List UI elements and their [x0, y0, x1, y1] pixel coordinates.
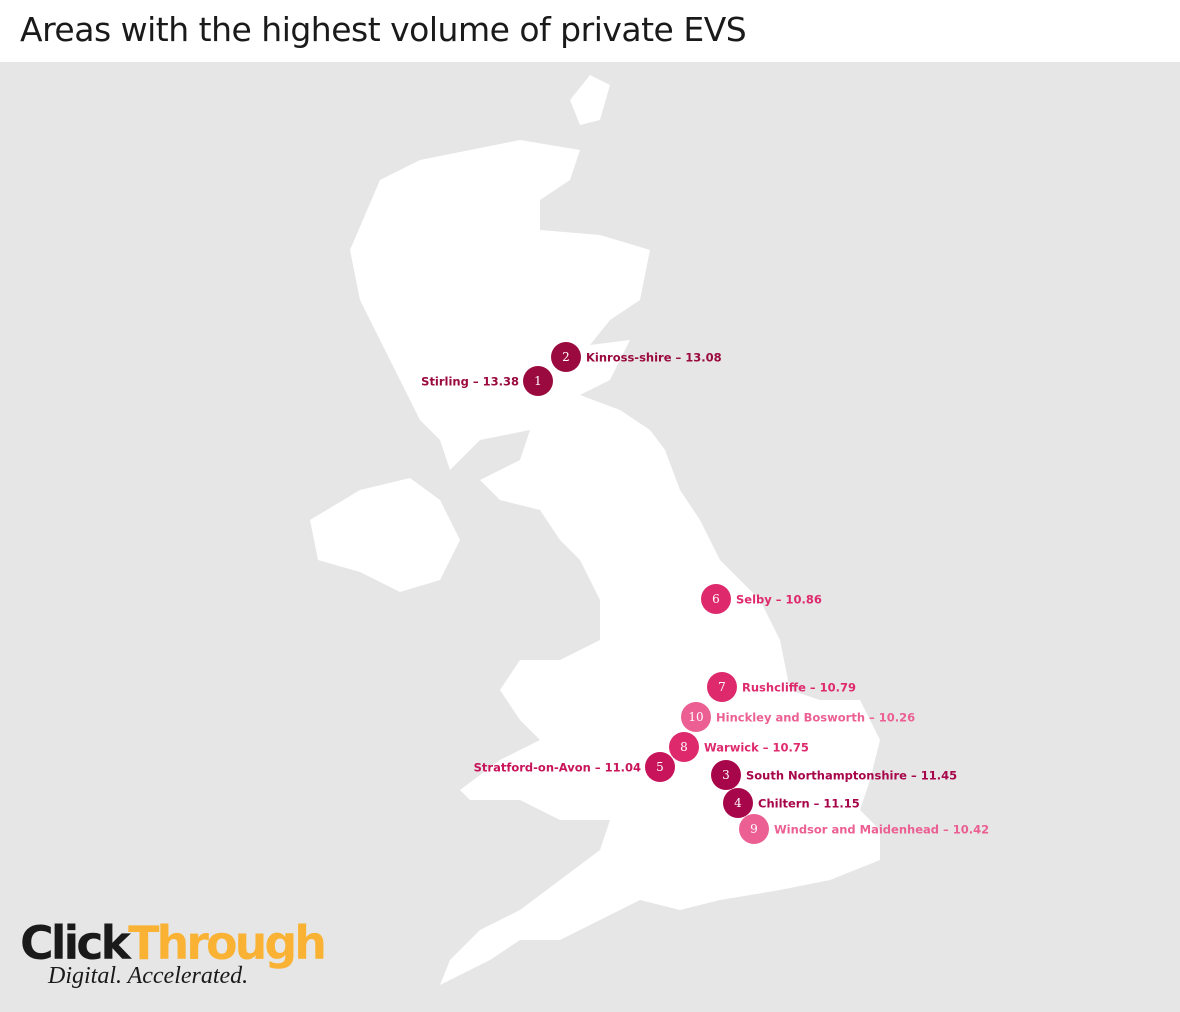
marker	[645, 752, 675, 782]
marker	[669, 732, 699, 762]
marker-label: Hinckley and Bosworth – 10.26	[716, 711, 915, 725]
marker-rank: 2	[562, 350, 570, 364]
marker-rank: 10	[688, 710, 703, 724]
marker-label: Stratford-on-Avon – 11.04	[474, 761, 641, 775]
marker	[723, 788, 753, 818]
marker	[739, 814, 769, 844]
marker-label: Warwick – 10.75	[704, 741, 809, 755]
marker-rank: 4	[734, 796, 742, 810]
title: Areas with the highest volume of private…	[20, 10, 747, 49]
northern-ireland	[310, 478, 460, 592]
logo-through: Through	[128, 916, 327, 970]
logo: ClickThrough Digital. Accelerated.	[20, 915, 327, 990]
marker-label: Selby – 10.86	[736, 593, 822, 607]
logo-click: Click	[20, 916, 131, 970]
marker	[711, 760, 741, 790]
marker	[707, 672, 737, 702]
marker	[681, 702, 711, 732]
marker-rank: 7	[718, 680, 726, 694]
marker	[523, 366, 553, 396]
header: Areas with the highest volume of private…	[0, 0, 1180, 62]
marker-label: Rushcliffe – 10.79	[742, 681, 856, 695]
marker	[701, 584, 731, 614]
marker-rank: 3	[722, 768, 730, 782]
marker-rank: 5	[656, 760, 664, 774]
marker-rank: 1	[534, 374, 542, 388]
marker-label: Windsor and Maidenhead – 10.42	[774, 823, 989, 837]
logo-tagline: Digital. Accelerated.	[48, 963, 249, 989]
marker-label: Chiltern – 11.15	[758, 797, 860, 811]
marker-rank: 9	[750, 822, 758, 836]
logo-wordmark: ClickThrough	[20, 915, 327, 971]
landmass	[310, 75, 880, 985]
marker-label: Stirling – 13.38	[421, 375, 519, 389]
marker	[551, 342, 581, 372]
marker-rank: 6	[712, 592, 720, 606]
great-britain	[350, 140, 880, 985]
map: 1 Stirling – 13.38 2 Kinross-shire – 13.08 3…	[0, 62, 1180, 1012]
marker-label: Kinross-shire – 13.08	[586, 351, 722, 365]
marker-rank: 8	[680, 740, 688, 754]
orkney-shetland	[570, 75, 610, 125]
markers: 1 Stirling – 13.38 2 Kinross-shire – 13.08 3…	[421, 342, 989, 844]
marker-label: South Northamptonshire – 11.45	[746, 769, 957, 783]
